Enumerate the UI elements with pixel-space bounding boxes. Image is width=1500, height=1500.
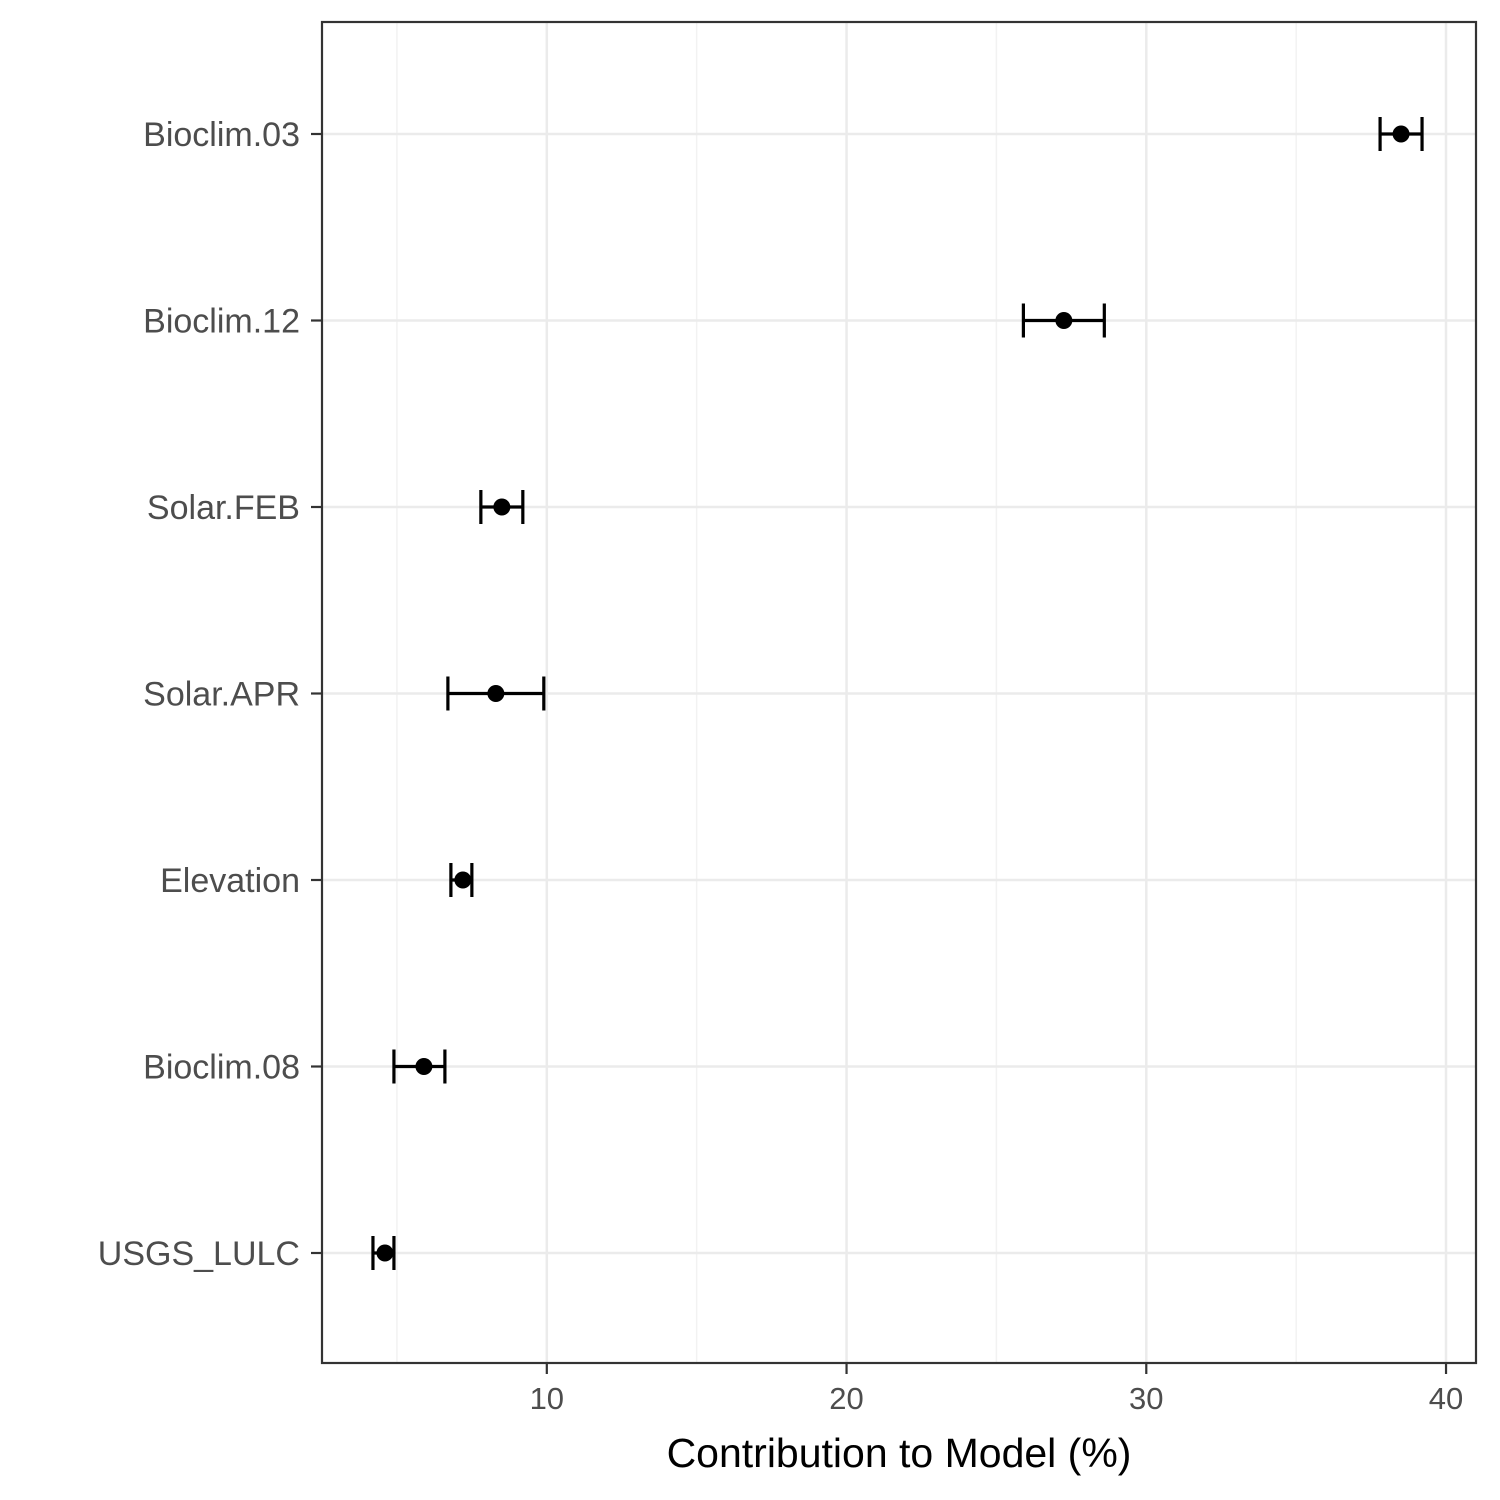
x-tick-label: 40 xyxy=(1429,1381,1463,1416)
y-tick-label: Bioclim.12 xyxy=(143,303,300,341)
y-tick-label: Solar.FEB xyxy=(147,489,300,527)
x-tick-label: 30 xyxy=(1129,1381,1163,1416)
data-point-Elevation xyxy=(454,871,472,889)
data-point-USGS_LULC xyxy=(376,1244,394,1262)
marks-layer xyxy=(371,117,1424,1270)
axis-layer: Bioclim.03 Bioclim.12 Solar.FEB Solar.APR El… xyxy=(98,116,1463,1416)
y-tick-label: Solar.APR xyxy=(143,676,300,714)
data-point-Solar.FEB xyxy=(493,498,511,516)
data-point-Bioclim.12 xyxy=(1055,312,1073,329)
x-tick-label: 20 xyxy=(829,1381,863,1416)
y-tick-label: Bioclim.03 xyxy=(143,116,300,154)
grid-layer xyxy=(322,22,1476,1363)
y-tick-label: Bioclim.08 xyxy=(143,1049,300,1087)
data-point-Bioclim.08 xyxy=(415,1058,433,1075)
data-point-Bioclim.03 xyxy=(1392,125,1410,143)
data-point-Solar.APR xyxy=(487,685,505,702)
y-tick-label: USGS_LULC xyxy=(98,1235,300,1273)
x-axis-title: Contribution to Model (%) xyxy=(667,1430,1132,1476)
x-tick-label: 10 xyxy=(530,1381,564,1416)
y-tick-label: Elevation xyxy=(160,862,300,900)
